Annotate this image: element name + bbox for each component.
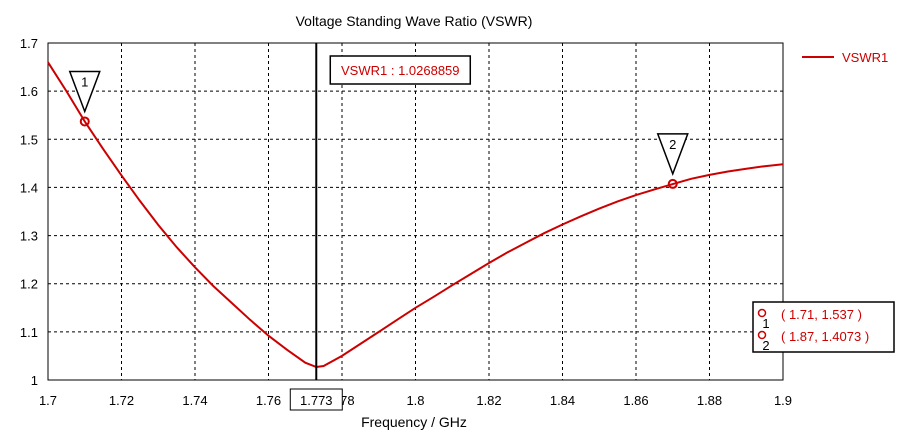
- x-tick-label: 1.88: [697, 393, 722, 408]
- x-tick-label: 1.74: [182, 393, 207, 408]
- readout-marker-id: 1: [762, 316, 769, 331]
- x-tick-label: 1.84: [550, 393, 575, 408]
- x-axis-label: Frequency / GHz: [361, 414, 467, 430]
- legend-label: VSWR1: [842, 50, 888, 65]
- y-tick-labels: 1 1.1 1.2 1.3 1.4 1.5 1.6 1.7: [20, 36, 38, 388]
- y-tick-label: 1.7: [20, 36, 38, 51]
- x-tick-label: 1.72: [109, 393, 134, 408]
- y-tick-label: 1.2: [20, 277, 38, 292]
- x-tick-label: 1.76: [256, 393, 281, 408]
- grid: [47, 42, 784, 381]
- readout-value-2: ( 1.87, 1.4073 ): [781, 329, 869, 344]
- marker-flag-label-1: 1: [81, 74, 88, 89]
- marker-point-2: [667, 178, 678, 189]
- y-tick-label: 1.4: [20, 180, 38, 195]
- marker-line-annotation: VSWR1 : 1.0268859: [341, 63, 460, 78]
- plot-frame: [47, 42, 784, 381]
- marker-line-annotation-box: [329, 55, 472, 85]
- marker-flag-1: [68, 70, 101, 114]
- y-tick-label: 1.5: [20, 132, 38, 147]
- y-tick-label: 1.1: [20, 325, 38, 340]
- readout-frame: [752, 301, 895, 353]
- y-tick-label: 1.6: [20, 84, 38, 99]
- x-tick-label: 1.9: [774, 393, 792, 408]
- readout-value-1: ( 1.71, 1.537 ): [781, 307, 862, 322]
- readout-marker-id: 2: [762, 338, 769, 353]
- marker-line-value-box: [289, 388, 343, 411]
- markers-layer: 12: [68, 70, 689, 189]
- marker-line-layer: 1.773 VSWR1 : 1.0268859: [289, 43, 472, 411]
- x-tick-labels: 1.71.721.741.761.781.81.821.841.861.881.…: [39, 393, 792, 408]
- x-tick-label: 1.8: [406, 393, 424, 408]
- marker-readout-box: 1 ( 1.71, 1.537 ) 2 ( 1.87, 1.4073 ): [752, 301, 895, 353]
- chart-title: Voltage Standing Wave Ratio (VSWR): [296, 13, 533, 29]
- marker-flag-label-2: 2: [669, 137, 676, 152]
- y-tick-label: 1: [31, 373, 38, 388]
- legend: VSWR1: [802, 50, 888, 65]
- marker-line-value: 1.773: [300, 393, 333, 408]
- y-tick-label: 1.3: [20, 229, 38, 244]
- marker-flag-2: [656, 133, 689, 177]
- readout-marker-icon: [757, 330, 767, 340]
- readout-marker-icon: [757, 308, 767, 318]
- x-tick-label: 1.86: [623, 393, 648, 408]
- series-line-vswr1: [47, 61, 784, 369]
- series-layer: [47, 61, 784, 369]
- x-tick-label: 1.82: [476, 393, 501, 408]
- x-tick-label: 1.7: [39, 393, 57, 408]
- marker-point-1: [79, 116, 90, 127]
